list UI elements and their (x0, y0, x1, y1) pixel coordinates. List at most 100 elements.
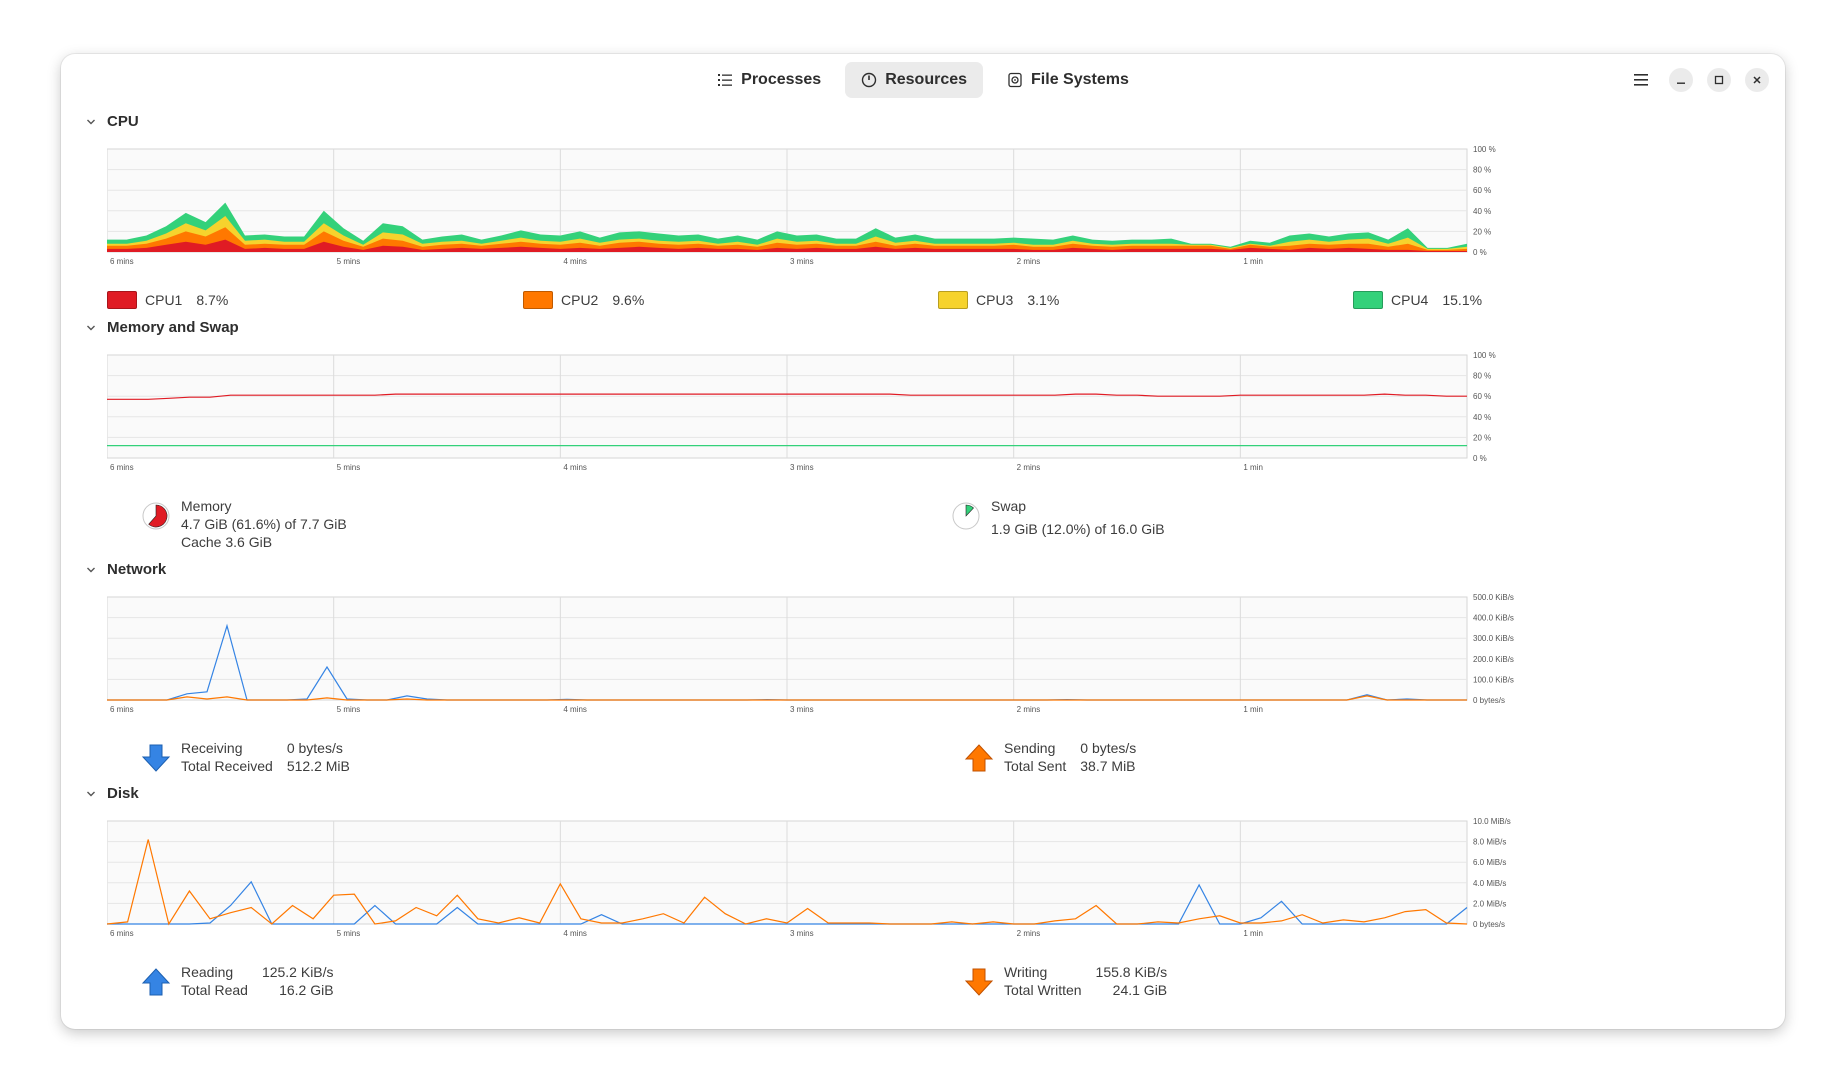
y-tick-label: 100 % (1473, 351, 1496, 360)
chevron-down-icon (87, 119, 95, 124)
cpu-legend-item[interactable]: CPU1 8.7% (107, 291, 228, 309)
sending-label: Sending (1004, 740, 1056, 756)
disk-chart-svg: 10.0 MiB/s 8.0 MiB/s 6.0 MiB/s 4.0 MiB/s 2.0… (107, 817, 1511, 938)
swap-usage: 1.9 GiB (12.0%) of 16.0 GiB (991, 521, 1165, 537)
total-sent-label: Total Sent (1004, 758, 1067, 774)
writing-arrow-icon[interactable] (964, 967, 994, 997)
y-tick-label: 2.0 MiB/s (1473, 899, 1506, 908)
cpu1-color-swatch[interactable] (107, 291, 137, 309)
cpu3-color-swatch[interactable] (938, 291, 968, 309)
memory-cache: Cache 3.6 GiB (181, 534, 273, 550)
sending-info: Sending 0 bytes/s Total Sent 38.7 MiB (964, 739, 1136, 775)
x-tick-label: 2 mins (1017, 257, 1041, 266)
x-tick-label: 6 mins (110, 705, 134, 714)
close-button[interactable] (1745, 68, 1769, 92)
writing-label: Writing (1004, 964, 1048, 980)
cpu-usage: 3.1% (1027, 292, 1060, 308)
cpu-legend-item[interactable]: CPU4 15.1% (1353, 291, 1482, 309)
series-line-writing (107, 839, 1468, 926)
cpu-usage: 8.7% (196, 292, 229, 308)
x-tick-label: 5 mins (337, 463, 361, 472)
receiving-value: 0 bytes/s (286, 740, 343, 756)
x-tick-label: 4 mins (563, 463, 587, 472)
tab-resources[interactable]: Resources (845, 62, 984, 98)
x-tick-label: 1 min (1243, 705, 1263, 714)
x-tick-label: 2 mins (1017, 463, 1041, 472)
memory-usage: 4.7 GiB (61.6%) of 7.7 GiB (181, 516, 347, 532)
y-tick-label: 0 bytes/s (1473, 920, 1505, 929)
memory-chart-svg: 100 % 80 % 60 % 40 % 20 % 0 % 6 mins 5 mins 4 mi… (107, 351, 1496, 472)
y-tick-label: 100 % (1473, 145, 1496, 154)
swap-info: Swap 1.9 GiB (12.0%) of 16.0 GiB (951, 497, 1165, 538)
y-tick-label: 4.0 MiB/s (1473, 879, 1506, 888)
network-section-header[interactable]: Network (85, 561, 166, 578)
cpu-legend-item[interactable]: CPU2 9.6% (523, 291, 644, 309)
x-tick-label: 1 min (1243, 463, 1263, 472)
receiving-arrow-icon[interactable] (141, 743, 171, 773)
network-chart-svg: 500.0 KiB/s 400.0 KiB/s 300.0 KiB/s 200.0 K… (107, 593, 1514, 714)
cpu-name: CPU1 (145, 292, 183, 308)
minimize-button[interactable] (1669, 68, 1693, 92)
chevron-down-icon (87, 791, 95, 796)
cpu-name: CPU4 (1391, 292, 1429, 308)
maximize-icon (1714, 75, 1724, 85)
x-tick-label: 2 mins (1017, 929, 1041, 938)
tab-processes[interactable]: Processes (701, 62, 837, 98)
cpu4-color-swatch[interactable] (1353, 291, 1383, 309)
section-title: CPU (107, 113, 139, 130)
maximize-button[interactable] (1707, 68, 1731, 92)
section-title: Disk (107, 785, 139, 802)
reading-value: 125.2 KiB/s (261, 964, 334, 980)
y-tick-label: 100.0 KiB/s (1473, 675, 1514, 684)
close-icon (1753, 76, 1761, 84)
view-switcher: Processes Resources File Systems (61, 62, 1785, 98)
cpu-section-header[interactable]: CPU (85, 113, 139, 130)
y-tick-label: 60 % (1473, 392, 1491, 401)
memory-section-header[interactable]: Memory and Swap (85, 319, 239, 336)
pie-slice (965, 504, 974, 517)
cpu-legend: CPU1 8.7% CPU2 9.6% CPU3 3.1% CPU4 15.1% (61, 291, 1785, 313)
x-tick-label: 3 mins (790, 929, 814, 938)
x-tick-label: 2 mins (1017, 705, 1041, 714)
receiving-label: Receiving (181, 740, 243, 756)
disk-section-header[interactable]: Disk (85, 785, 139, 802)
memory-chart: 100 % 80 % 60 % 40 % 20 % 0 % 6 mins 5 mins 4 mi… (107, 345, 1747, 545)
total-sent-value: 38.7 MiB (1080, 758, 1136, 774)
sending-arrow-icon[interactable] (964, 743, 994, 773)
header-bar: Processes Resources File Systems (61, 54, 1785, 110)
list-icon (718, 74, 733, 86)
y-tick-label: 80 % (1473, 166, 1491, 175)
y-tick-label: 20 % (1473, 227, 1491, 236)
chevron-down-icon (87, 325, 95, 330)
tab-label: Processes (741, 71, 822, 88)
swap-label: Swap (991, 498, 1027, 514)
y-tick-label: 6.0 MiB/s (1473, 858, 1506, 867)
cpu2-color-swatch[interactable] (523, 291, 553, 309)
cpu-name: CPU2 (561, 292, 599, 308)
cpu-usage: 15.1% (1442, 292, 1483, 308)
series-area-cpu2 (107, 227, 1467, 252)
memory-pie-icon[interactable] (141, 501, 171, 531)
cpu-chart: 100 % 80 % 60 % 40 % 20 % 0 % 6 mins 5 mins 4 mi… (107, 139, 1747, 339)
tab-file-systems[interactable]: File Systems (991, 62, 1145, 98)
swap-pie-icon[interactable] (951, 501, 981, 531)
window-controls (1627, 66, 1769, 94)
reading-arrow-icon[interactable] (141, 967, 171, 997)
main-menu-button[interactable] (1627, 66, 1655, 94)
cpu-usage: 9.6% (612, 292, 645, 308)
y-tick-label: 0 % (1473, 248, 1487, 257)
x-tick-label: 3 mins (790, 705, 814, 714)
cpu-legend-item[interactable]: CPU3 3.1% (938, 291, 1059, 309)
disk-icon (1008, 72, 1022, 88)
x-tick-label: 4 mins (563, 257, 587, 266)
x-tick-label: 6 mins (110, 929, 134, 938)
y-tick-label: 300.0 KiB/s (1473, 634, 1514, 643)
cpu-chart-svg: 100 % 80 % 60 % 40 % 20 % 0 % 6 mins 5 mins 4 mi… (107, 145, 1496, 266)
y-tick-label: 20 % (1473, 433, 1491, 442)
x-tick-label: 6 mins (110, 463, 134, 472)
y-tick-label: 400.0 KiB/s (1473, 614, 1514, 623)
section-title: Network (107, 561, 167, 578)
y-tick-label: 10.0 MiB/s (1473, 817, 1511, 826)
total-written-label: Total Written (1004, 982, 1082, 998)
y-tick-label: 40 % (1473, 413, 1491, 422)
